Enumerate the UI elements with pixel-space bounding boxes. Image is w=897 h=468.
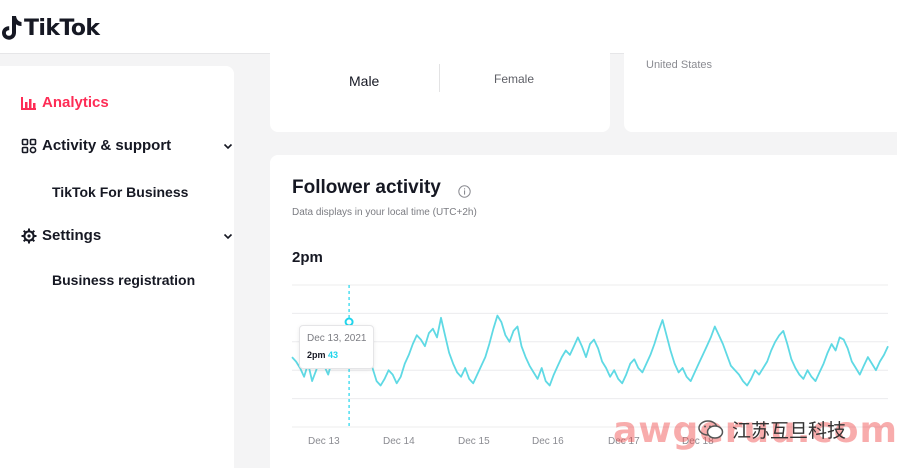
tooltip-time: 2pm (307, 350, 326, 360)
info-icon[interactable] (458, 185, 471, 198)
sidebar-subitem-business-registration[interactable]: Business registration (52, 272, 196, 288)
sidebar-item-activity-support[interactable]: Activity & support (21, 137, 234, 154)
tooltip-date: Dec 13, 2021 (307, 333, 367, 344)
series-line (291, 314, 889, 387)
wechat-icon (698, 419, 724, 439)
sidebar-item-analytics[interactable]: Analytics (21, 94, 109, 111)
country-card: United States (624, 50, 897, 132)
chevron-down-icon[interactable] (222, 140, 234, 152)
x-tick-label: Dec 18 (682, 436, 714, 447)
sidebar: Analytics Activity & support TikTok For … (0, 66, 234, 468)
chart-tooltip: Dec 13, 2021 2pm 43 (299, 325, 374, 369)
sidebar-item-label: Settings (42, 227, 102, 244)
sidebar-item-label: Analytics (42, 94, 109, 111)
chart-icon (21, 96, 36, 110)
gender-female-label: Female (494, 72, 535, 86)
watermark-text: awgeruu.com (613, 410, 897, 451)
follower-activity-chart[interactable] (270, 155, 897, 455)
sidebar-item-settings[interactable]: Settings (21, 227, 234, 244)
sidebar-item-label: Activity & support (42, 137, 172, 154)
tooltip-value-row: 2pm 43 (307, 350, 338, 360)
x-tick-label: Dec 14 (383, 436, 415, 447)
country-label: United States (646, 59, 713, 71)
tooltip-value: 43 (328, 350, 339, 360)
gear-icon (21, 228, 37, 243)
gender-card: Male Female (270, 50, 610, 132)
tiktok-logo-icon (2, 16, 22, 40)
top-bar: TikTok (0, 0, 897, 54)
chart-grid (292, 284, 888, 428)
chevron-down-icon[interactable] (222, 230, 234, 242)
grid-icon (21, 138, 37, 153)
divider (439, 64, 440, 92)
watermark-badge: 江苏互旦科技 (698, 416, 846, 443)
x-tick-label: Dec 17 (608, 436, 640, 447)
follower-activity-subtitle: Data displays in your local time (UTC+2h… (292, 207, 477, 218)
x-tick-label: Dec 16 (532, 436, 564, 447)
sidebar-subitem-tiktok-for-business[interactable]: TikTok For Business (52, 184, 189, 200)
chart-series (291, 314, 889, 387)
gender-male-label: Male (349, 73, 380, 89)
follower-activity-title: Follower activity (292, 177, 441, 198)
follower-activity-card: Follower activity Data displays in your … (270, 155, 897, 468)
x-tick-label: Dec 13 (308, 436, 340, 447)
selected-time-label: 2pm (292, 249, 323, 266)
tiktok-logo[interactable]: TikTok (0, 15, 100, 41)
watermark-badge-text: 江苏互旦科技 (732, 420, 847, 442)
x-tick-label: Dec 15 (458, 436, 490, 447)
brand-name: TikTok (24, 15, 100, 41)
